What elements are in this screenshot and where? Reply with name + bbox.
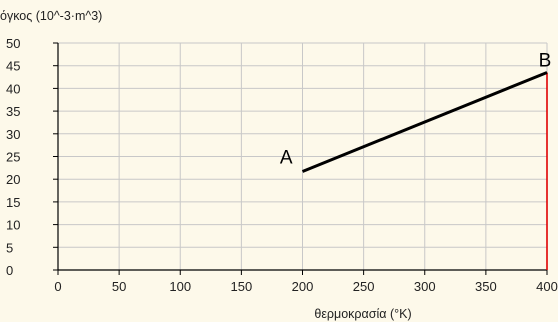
y-tick-label: 5 [6,240,13,255]
x-tick-label: 400 [536,279,558,294]
y-tick-label: 50 [6,36,20,51]
x-tick-label: 200 [292,279,314,294]
y-tick-label: 40 [6,81,20,96]
x-tick-labels: 0 50 100 150 200 250 300 350 400 [54,279,557,294]
y-tick-label: 10 [6,218,20,233]
series [301,71,548,270]
x-tick-label: 350 [475,279,497,294]
x-tick-label: 50 [112,279,126,294]
x-tick-label: 250 [353,279,375,294]
point-label-b: B [539,51,552,72]
series-line [301,71,548,173]
x-tick-label: 300 [414,279,436,294]
y-tick-label: 15 [6,195,20,210]
y-axis-title: όγκος (10^-3·m^3) [0,9,102,23]
axes [53,42,548,275]
y-tick-label: 30 [6,127,20,142]
y-tick-label: 25 [6,150,20,165]
x-tick-label: 100 [169,279,191,294]
x-tick-label: 150 [231,279,253,294]
point-label-a: A [280,147,293,168]
annotations: AB [280,51,552,169]
x-tick-label: 0 [54,279,61,294]
y-tick-labels: 0 5 10 15 20 25 30 35 40 45 50 [6,36,20,278]
y-tick-label: 0 [6,263,13,278]
y-tick-label: 35 [6,104,20,119]
y-tick-label: 45 [6,59,20,74]
x-axis-title: θερμοκρασία (°K) [314,307,411,321]
y-tick-label: 20 [6,172,20,187]
